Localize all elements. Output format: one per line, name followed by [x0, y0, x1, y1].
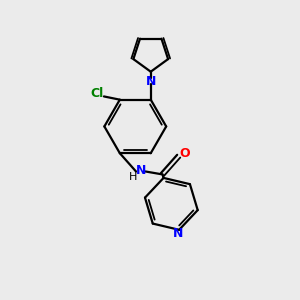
Text: Cl: Cl [91, 87, 104, 100]
Text: N: N [172, 227, 183, 240]
Text: N: N [136, 164, 146, 176]
Text: O: O [179, 147, 190, 160]
Text: N: N [146, 75, 156, 88]
Text: H: H [129, 172, 137, 182]
